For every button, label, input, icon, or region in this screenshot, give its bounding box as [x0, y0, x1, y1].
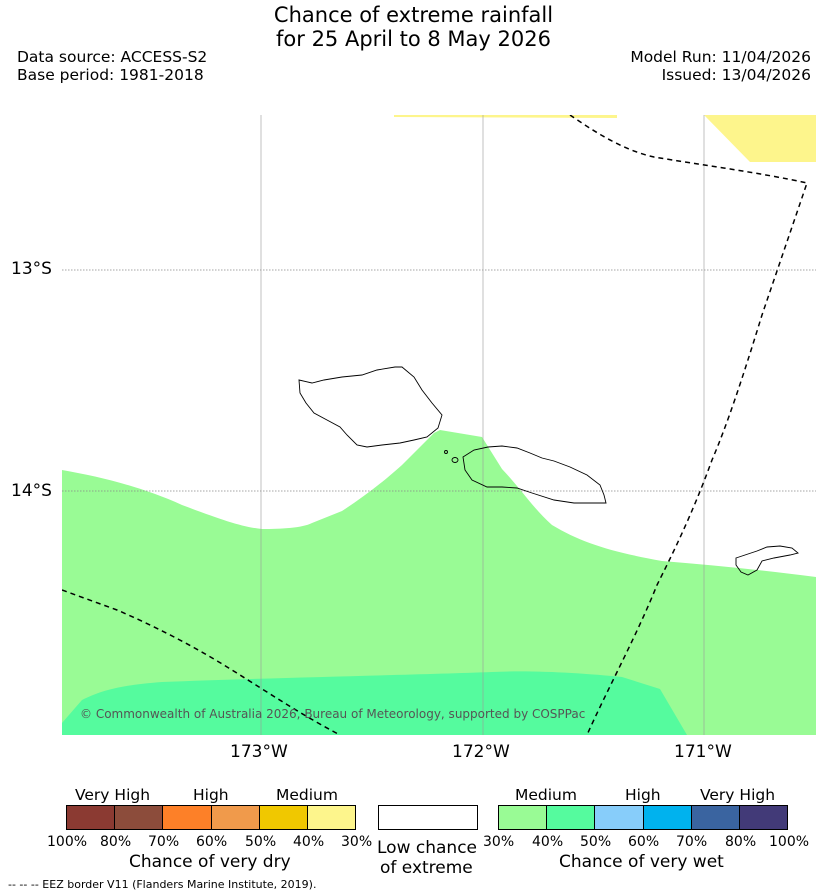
- dry-colorbar-title: Chance of very dry: [129, 852, 291, 872]
- wet-tick-100: 100%: [769, 834, 810, 850]
- map-copyright: © Commonwealth of Australia 2026, Bureau…: [80, 707, 585, 721]
- wet-tick-60: 60%: [628, 834, 660, 850]
- data-source: Data source: ACCESS-S2: [17, 48, 208, 66]
- wet-tick-50: 50%: [580, 834, 612, 850]
- map-title-line2: for 25 April to 8 May 2026: [276, 27, 551, 51]
- lon-label-171w: 171°W: [674, 742, 732, 762]
- dry-region-top: [394, 115, 617, 118]
- base-period: Base period: 1981-2018: [17, 66, 204, 84]
- dry-tick-50: 50%: [245, 834, 277, 850]
- wet-tick-40: 40%: [532, 834, 564, 850]
- issued-date: Issued: 13/04/2026: [661, 66, 811, 84]
- apolima-islet: [451, 457, 459, 463]
- dry-swatch-50-40: [259, 806, 308, 829]
- wet-heading-very-high: Very High: [700, 786, 776, 804]
- dry-colorbar: [66, 805, 356, 830]
- wet-swatch-40-50: [547, 806, 596, 829]
- lon-label-172w: 172°W: [452, 742, 510, 762]
- wet-tick-30: 30%: [483, 834, 515, 850]
- wet-swatch-70-80: [691, 806, 740, 829]
- gridlines: [62, 269, 816, 492]
- dry-tick-30: 30%: [341, 834, 373, 850]
- meridians: [260, 115, 705, 735]
- low-chance-swatch: [378, 805, 478, 830]
- wet-tick-70: 70%: [676, 834, 708, 850]
- medium-wet-region: [62, 430, 816, 735]
- low-chance-line1: Low chance: [377, 838, 477, 858]
- wet-swatch-50-60: [595, 806, 644, 829]
- upolu-island: [462, 445, 607, 504]
- dry-heading-very-high: Very High: [75, 786, 151, 804]
- dry-tick-40: 40%: [293, 834, 325, 850]
- dry-swatch-100-80: [67, 806, 116, 829]
- lon-label-173w: 173°W: [230, 742, 288, 762]
- dry-tick-70: 70%: [148, 834, 180, 850]
- lat-label-13s: 13°S: [11, 259, 52, 279]
- map-panel[interactable]: © Commonwealth of Australia 2026, Bureau…: [62, 115, 816, 735]
- low-chance-line2: of extreme: [380, 858, 473, 878]
- wet-colorbar-title: Chance of very wet: [559, 852, 724, 872]
- wet-heading-high: High: [625, 786, 661, 804]
- lat-label-14s: 14°S: [11, 481, 52, 501]
- dry-heading-high: High: [193, 786, 229, 804]
- dry-tick-60: 60%: [196, 834, 228, 850]
- islands: [298, 366, 799, 576]
- eez-footnote: -- -- -- EEZ border V11 (Flanders Marine…: [8, 878, 317, 891]
- dry-swatch-80-70: [115, 806, 164, 829]
- wet-heading-medium: Medium: [515, 786, 577, 804]
- savaii-island: [298, 366, 443, 448]
- wet-swatch-30-40: [499, 806, 548, 829]
- wet-swatch-60-70: [643, 806, 692, 829]
- wet-swatch-80-100: [739, 806, 788, 829]
- map-title-line1: Chance of extreme rainfall: [273, 3, 554, 27]
- tutuila-island: [735, 545, 799, 576]
- model-run: Model Run: 11/04/2026: [630, 48, 811, 66]
- dry-swatch-60-50: [211, 806, 260, 829]
- dry-heading-medium: Medium: [276, 786, 338, 804]
- wet-colorbar: [498, 805, 788, 830]
- dry-tick-80: 80%: [100, 834, 132, 850]
- manono-islet: [444, 450, 448, 454]
- dry-region-top-right: [704, 115, 816, 162]
- wet-tick-80: 80%: [725, 834, 757, 850]
- dry-tick-100: 100%: [47, 834, 88, 850]
- medium-high-wet-region: [62, 671, 687, 735]
- eez-border: [62, 115, 808, 735]
- dry-swatch-70-60: [163, 806, 212, 829]
- dry-swatch-40-30: [307, 806, 356, 829]
